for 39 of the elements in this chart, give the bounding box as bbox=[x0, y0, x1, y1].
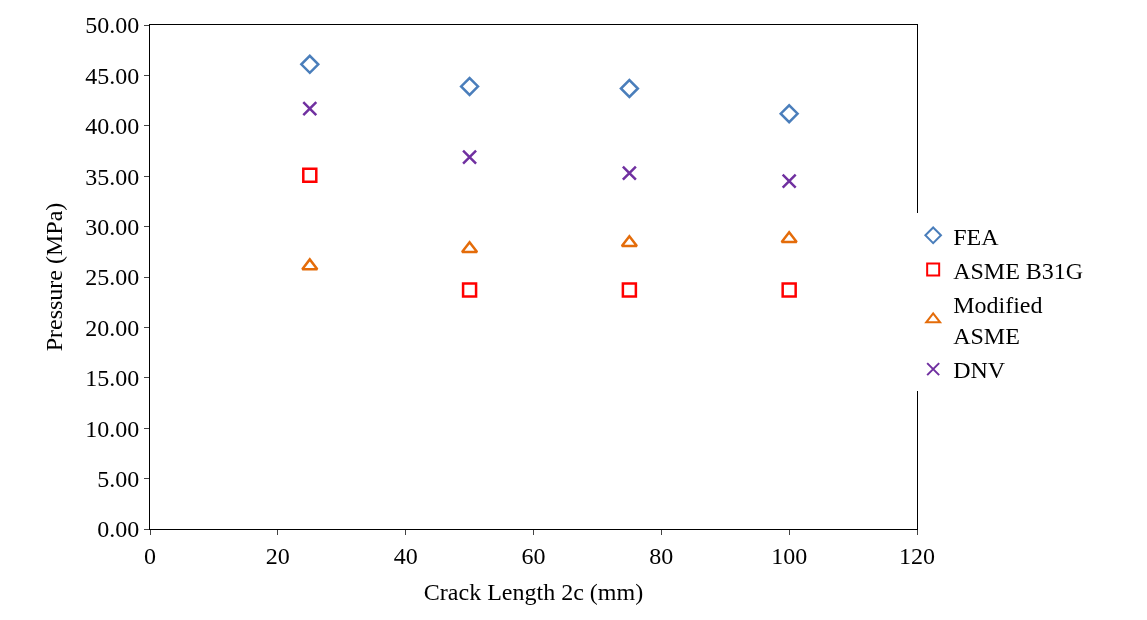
x-tick-label: 60 bbox=[521, 542, 546, 569]
point bbox=[619, 78, 640, 99]
point bbox=[780, 230, 798, 244]
point bbox=[300, 54, 320, 75]
x-tick-label: 80 bbox=[649, 542, 674, 569]
point bbox=[302, 100, 318, 117]
y-tick-label: 40.00 bbox=[85, 113, 140, 140]
y-tick-label: 45.00 bbox=[85, 62, 140, 89]
x-tick-label: 120 bbox=[899, 542, 935, 569]
point bbox=[301, 258, 319, 271]
legend-label: DNV bbox=[953, 357, 1006, 384]
y-tick-label: 20.00 bbox=[85, 314, 140, 341]
y-tick-label: 10.00 bbox=[85, 415, 140, 442]
point bbox=[621, 282, 638, 298]
y-tick-label: 5.00 bbox=[97, 466, 140, 492]
y-tick-label: 0.00 bbox=[97, 516, 140, 543]
point bbox=[461, 149, 478, 165]
y-tick-label: 35.00 bbox=[85, 163, 140, 190]
point bbox=[461, 282, 478, 298]
y-tick-label: 30.00 bbox=[85, 214, 140, 240]
point bbox=[779, 104, 799, 124]
y-tick-label: 25.00 bbox=[85, 264, 140, 291]
point bbox=[459, 76, 480, 97]
y-axis-title: Pressure (MPa) bbox=[41, 202, 68, 352]
x-tick-label: 100 bbox=[771, 542, 808, 569]
legend-label: ASME B31G bbox=[953, 257, 1084, 284]
point bbox=[781, 282, 797, 298]
x-tick-label: 40 bbox=[393, 542, 418, 569]
y-tick-label: 50.00 bbox=[85, 12, 140, 39]
point bbox=[621, 165, 638, 181]
y-tick-label: 15.00 bbox=[85, 365, 140, 392]
point bbox=[620, 234, 639, 248]
x-tick-label: 20 bbox=[265, 542, 290, 569]
x-axis-title: Crack Length 2c (mm) bbox=[423, 579, 644, 606]
x-tick-label: 0 bbox=[144, 542, 156, 569]
point bbox=[302, 167, 318, 183]
legend-label: FEA bbox=[953, 223, 1000, 250]
point bbox=[781, 173, 797, 189]
legend-label: Modified ASME bbox=[953, 292, 1043, 350]
